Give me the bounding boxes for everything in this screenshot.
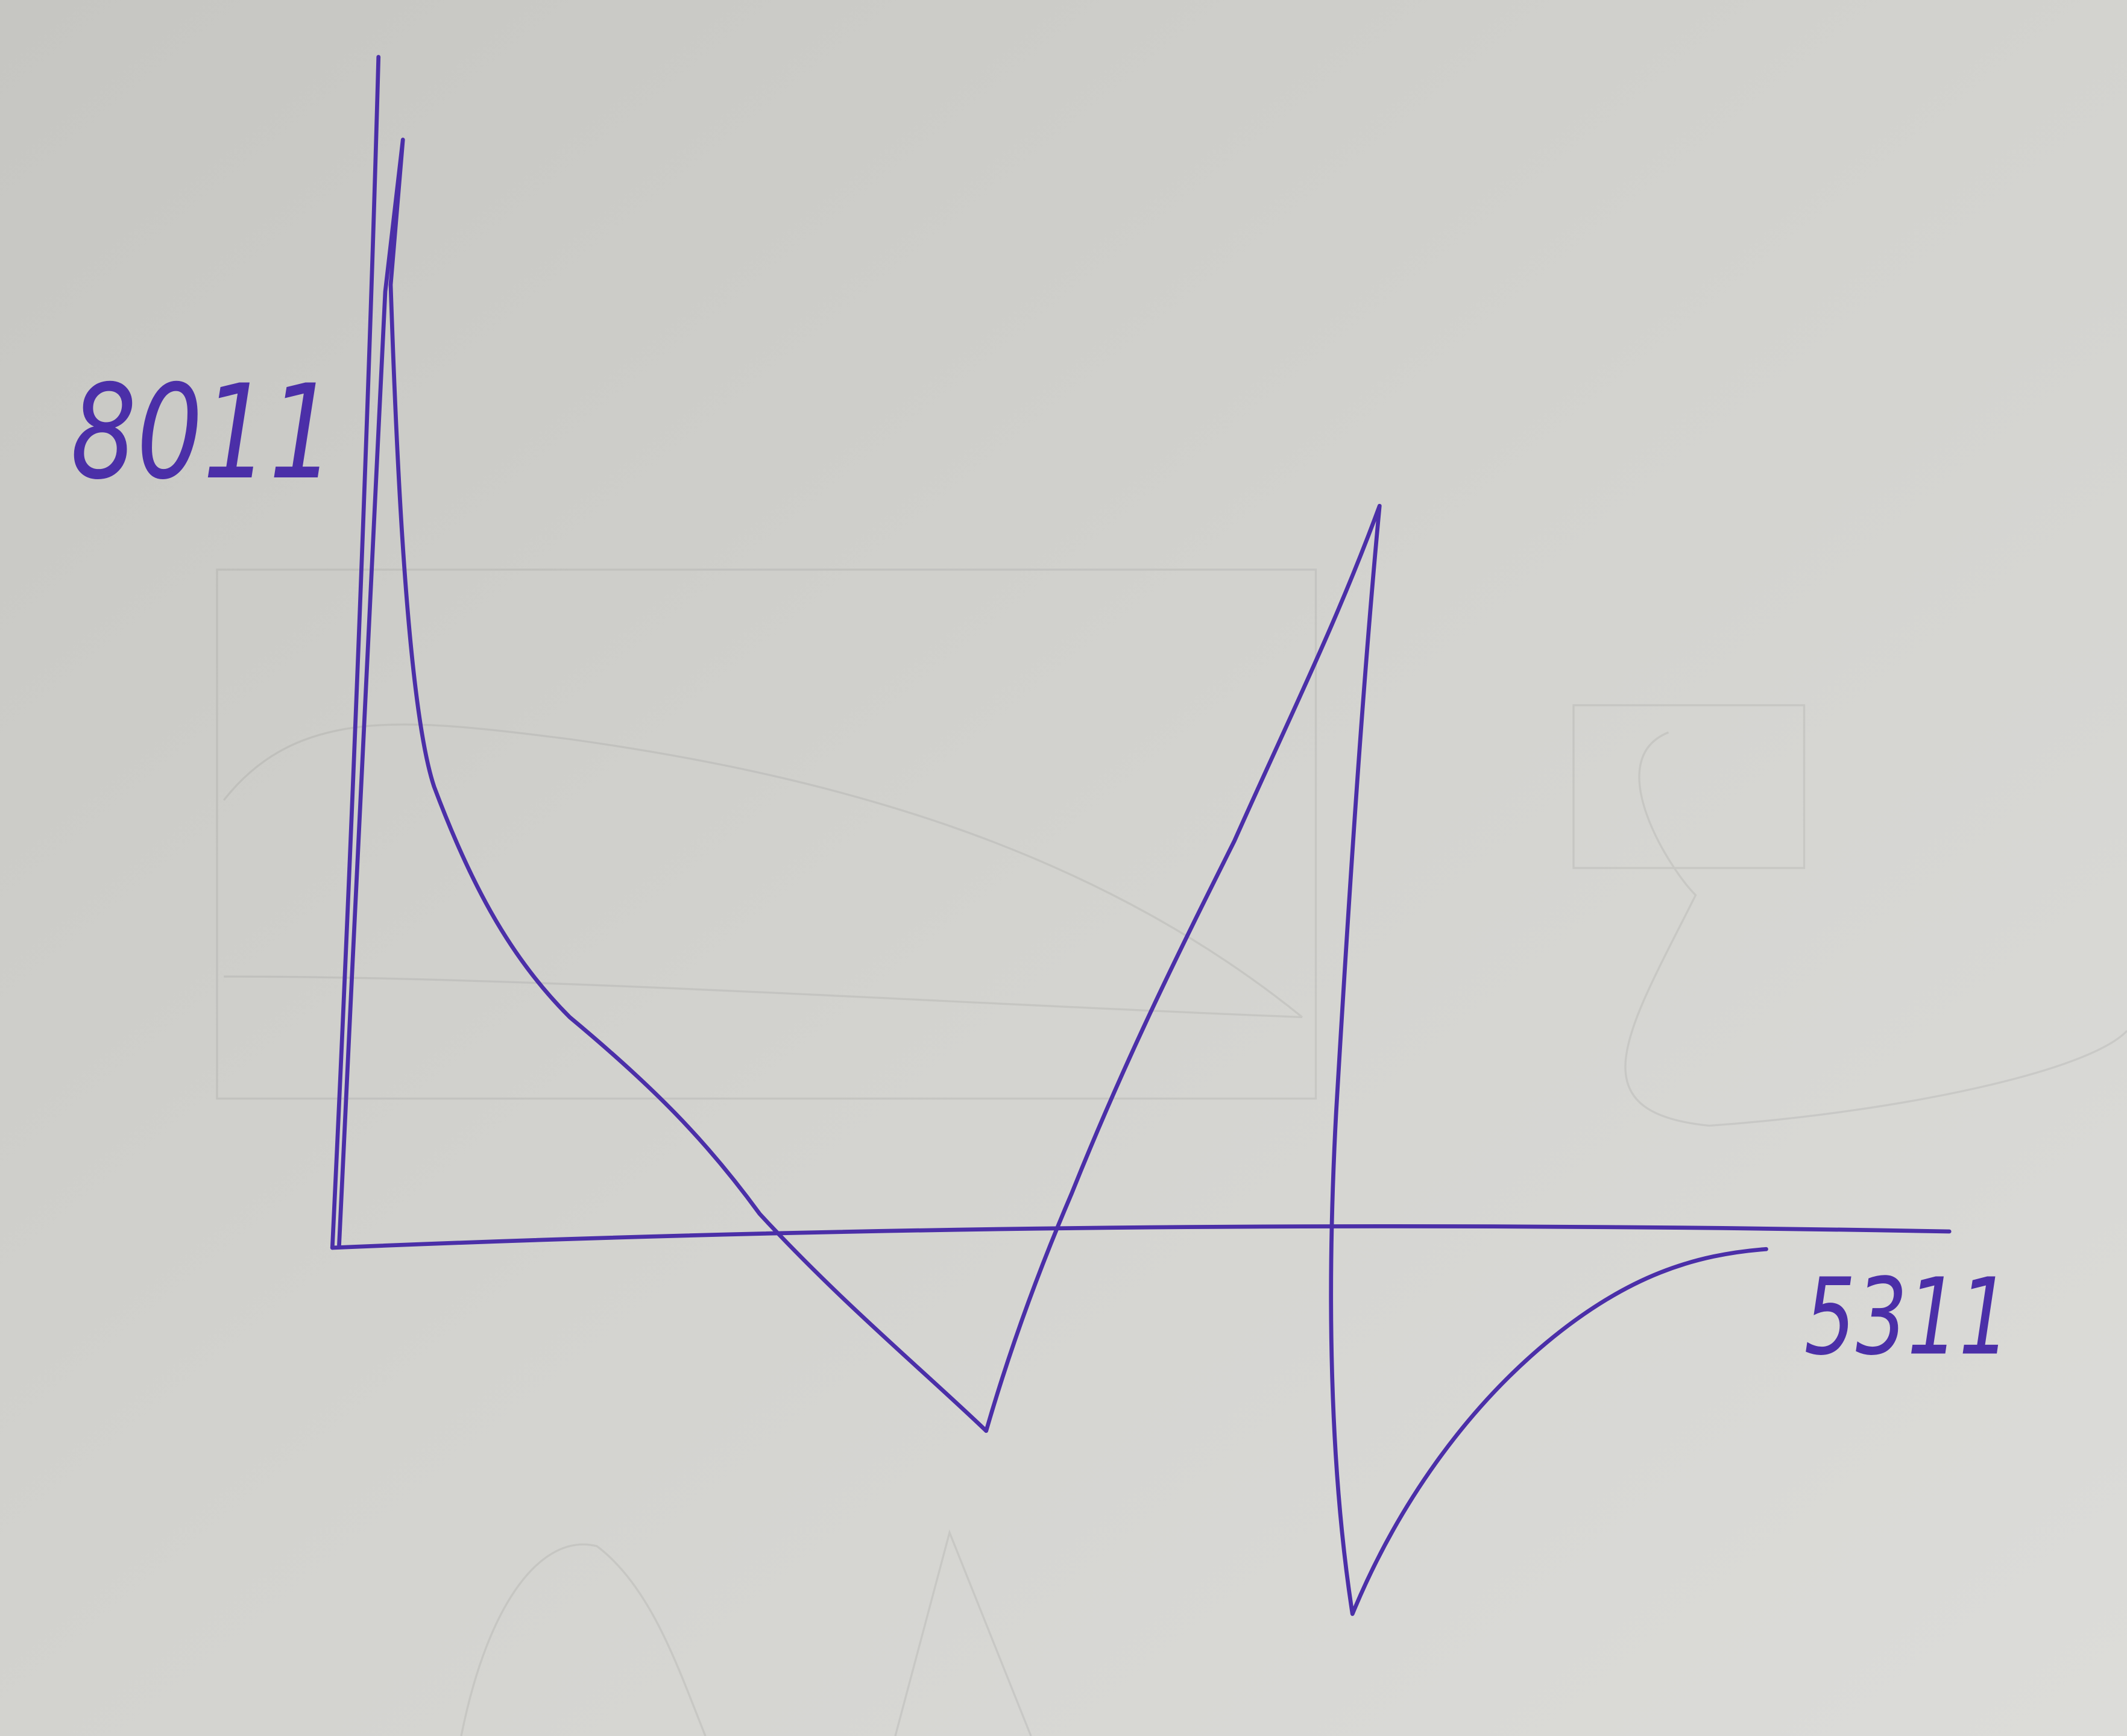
handwritten-label: 5311 [1804, 1256, 2011, 1379]
horizontal-axis [330, 1224, 1952, 1250]
sketch [330, 55, 1952, 1616]
bleed-through [216, 568, 2127, 1736]
vertical-axis [330, 55, 381, 1250]
curve [337, 137, 1768, 1616]
handwritten-label: 8011 [71, 357, 335, 508]
